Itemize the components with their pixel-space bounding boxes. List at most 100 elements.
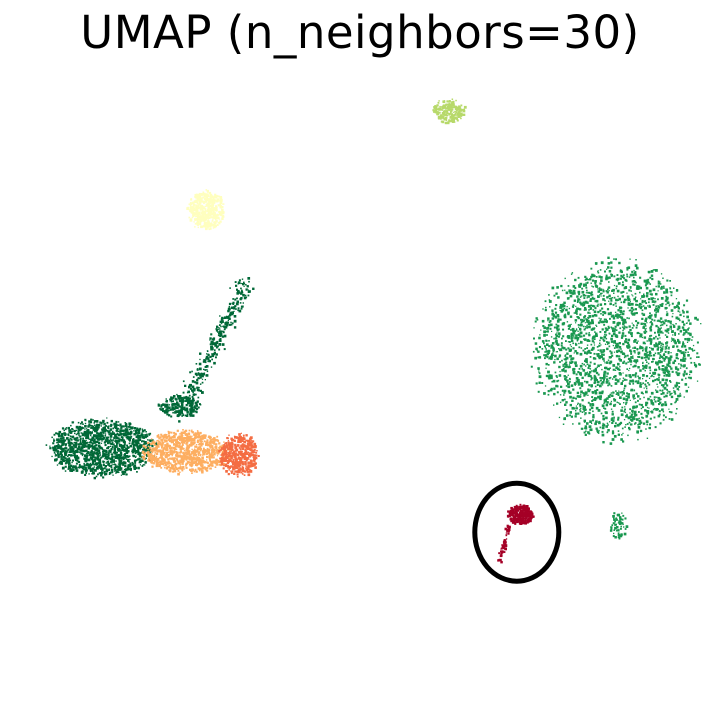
point (634, 280, 637, 283)
point (614, 536, 617, 539)
point (592, 419, 594, 422)
point (577, 276, 580, 279)
point (168, 462, 171, 465)
point (606, 397, 609, 400)
point (603, 407, 605, 409)
point (83, 462, 85, 465)
point (87, 463, 91, 467)
point (604, 334, 606, 336)
point (210, 454, 214, 458)
point (597, 373, 600, 376)
point (171, 465, 175, 468)
point (577, 298, 580, 301)
point (584, 412, 587, 415)
point (632, 406, 635, 409)
point (552, 354, 554, 356)
point (116, 447, 120, 450)
point (198, 469, 201, 472)
point (123, 439, 126, 442)
point (664, 346, 666, 348)
point (232, 312, 234, 314)
point (556, 376, 558, 378)
point (567, 311, 570, 315)
point (225, 453, 228, 456)
point (612, 327, 615, 330)
point (242, 456, 245, 459)
point (99, 436, 101, 438)
point (550, 323, 553, 327)
point (139, 464, 141, 466)
point (586, 301, 589, 304)
point (630, 290, 632, 292)
point (639, 276, 642, 279)
point (74, 457, 78, 461)
point (612, 391, 615, 394)
point (591, 297, 594, 300)
point (621, 434, 623, 436)
point (195, 470, 198, 473)
point (618, 538, 621, 540)
point (648, 357, 650, 359)
point (556, 327, 559, 330)
point (171, 408, 175, 411)
point (103, 441, 106, 444)
cluster-0-0 (530, 256, 702, 445)
point (92, 436, 95, 440)
point (576, 295, 579, 298)
point (81, 453, 84, 455)
point (105, 470, 108, 473)
point (234, 305, 237, 308)
point (603, 339, 606, 342)
point (637, 340, 639, 342)
point (115, 440, 118, 443)
point (682, 357, 685, 360)
point (216, 455, 219, 457)
point (637, 351, 641, 355)
point (573, 352, 575, 354)
point (224, 323, 227, 325)
point (177, 437, 180, 440)
point (217, 331, 219, 333)
point (596, 381, 599, 384)
point (606, 431, 609, 434)
point (693, 362, 696, 364)
point (596, 346, 599, 348)
point (242, 283, 245, 286)
point (181, 415, 183, 417)
point (535, 382, 538, 385)
point (639, 286, 642, 290)
point (236, 290, 240, 293)
point (653, 398, 656, 401)
point (199, 437, 203, 440)
point (75, 462, 78, 465)
point (77, 421, 80, 424)
point (535, 317, 538, 320)
point (579, 405, 582, 408)
point (578, 285, 582, 288)
point (186, 455, 189, 458)
point (588, 325, 591, 328)
point (657, 285, 659, 287)
point (72, 452, 75, 455)
point (228, 305, 231, 308)
point (624, 334, 627, 337)
point (65, 460, 69, 463)
point (624, 286, 627, 289)
point (212, 337, 216, 340)
point (120, 433, 123, 436)
point (117, 439, 120, 442)
point (197, 373, 200, 375)
point (175, 398, 178, 401)
point (584, 308, 587, 311)
point (585, 292, 588, 294)
point (127, 436, 130, 439)
point (650, 401, 654, 405)
point (649, 335, 651, 337)
point (106, 455, 110, 459)
point (561, 389, 564, 392)
point (647, 397, 650, 401)
point (71, 461, 73, 464)
point (578, 368, 581, 370)
point (589, 371, 592, 374)
point (166, 406, 169, 409)
